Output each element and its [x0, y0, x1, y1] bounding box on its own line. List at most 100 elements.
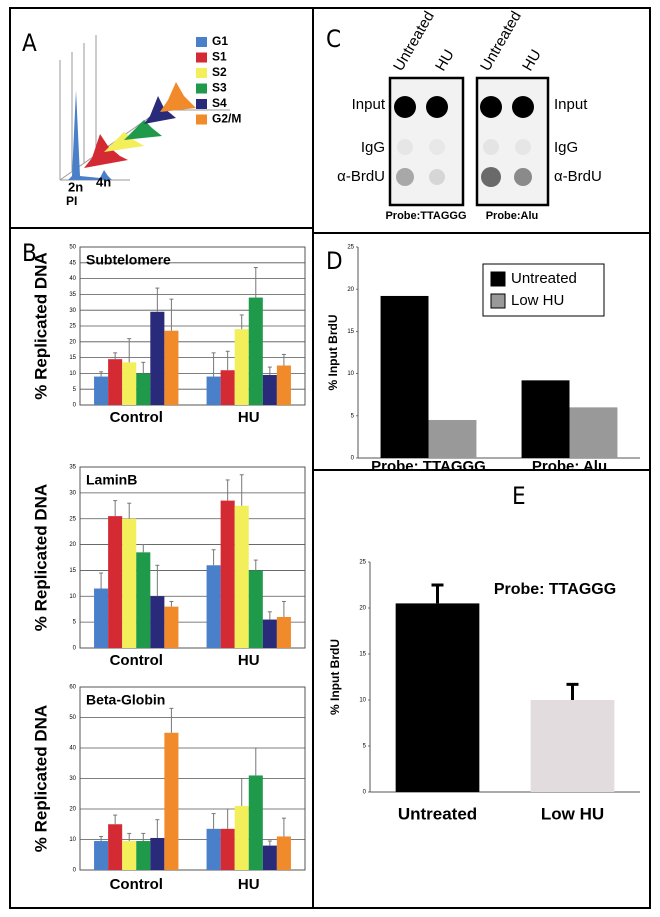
- plot-frame: [79, 246, 306, 406]
- column-label: Untreated: [477, 8, 525, 74]
- panel-label: E: [512, 482, 526, 510]
- bar: [206, 565, 221, 648]
- bar: [94, 841, 109, 870]
- bar: [122, 841, 137, 870]
- row-label: IgG: [554, 139, 578, 156]
- y-tick-label: 20: [69, 339, 76, 345]
- panel-label: A: [22, 29, 37, 57]
- bar: [234, 805, 249, 870]
- y-tick-label: 50: [69, 245, 76, 251]
- legend-label: S4: [212, 96, 227, 110]
- legend-swatch: [196, 99, 207, 109]
- y-tick-label: 0: [363, 790, 367, 796]
- bar: [94, 376, 109, 405]
- axis-label: 4n: [96, 174, 111, 189]
- legend-swatch: [490, 271, 506, 287]
- bar: [569, 407, 618, 458]
- y-tick-label: 20: [69, 807, 76, 813]
- probe-label: Probe:Alu: [486, 210, 539, 222]
- x-tick-label: Control: [110, 409, 163, 426]
- bar: [262, 619, 277, 648]
- y-tick-label: 35: [69, 292, 76, 298]
- y-tick-label: 35: [69, 465, 76, 471]
- y-tick-label: 25: [359, 560, 366, 566]
- bar: [108, 516, 123, 648]
- bar: [164, 606, 179, 648]
- bar: [428, 420, 477, 458]
- y-tick-label: 15: [69, 355, 76, 361]
- y-tick-label: 40: [69, 746, 76, 752]
- y-tick-label: 5: [73, 387, 77, 393]
- panel-label: D: [326, 247, 343, 275]
- legend-label: S1: [212, 50, 227, 64]
- row-label: Input: [554, 96, 588, 113]
- bar: [108, 359, 123, 405]
- y-tick-label: 10: [359, 698, 366, 704]
- x-tick-label: Control: [110, 652, 163, 669]
- y-tick-label: 30: [69, 776, 76, 782]
- y-tick-label: 0: [351, 456, 355, 462]
- legend-label: Untreated: [511, 270, 577, 287]
- y-tick-label: 25: [69, 324, 76, 330]
- bar: [206, 828, 221, 870]
- annotation: Probe: TTAGGG: [494, 581, 616, 598]
- legend-swatch: [196, 68, 207, 78]
- frame: [9, 7, 651, 909]
- bar: [164, 330, 179, 405]
- chart-title: Beta-Globin: [86, 692, 165, 708]
- legend-label: S2: [212, 65, 227, 79]
- bar: [234, 505, 249, 648]
- bar: [150, 311, 165, 405]
- axis-label: 2n: [68, 179, 83, 194]
- y-tick-label: 10: [69, 837, 76, 843]
- bar: [276, 836, 291, 870]
- y-axis-label: % Replicated DNA: [31, 705, 50, 852]
- legend-swatch: [196, 114, 207, 125]
- x-tick-label: HU: [238, 652, 260, 669]
- y-tick-label: 5: [73, 620, 77, 626]
- bar: [262, 845, 277, 870]
- plot-frame: [79, 466, 306, 649]
- bar: [206, 376, 221, 405]
- y-tick-label: 60: [69, 685, 76, 691]
- bar: [136, 552, 151, 648]
- column-label: Untreated: [390, 8, 438, 74]
- x-tick-label: Low HU: [541, 804, 604, 823]
- bar: [94, 588, 109, 648]
- y-tick-label: 10: [69, 371, 76, 377]
- bar: [234, 329, 249, 405]
- y-tick-label: 10: [347, 371, 354, 377]
- row-label: Input: [352, 96, 386, 113]
- bar: [136, 841, 151, 870]
- bar: [220, 370, 235, 405]
- legend-label: G1: [212, 34, 228, 48]
- bar: [248, 570, 263, 648]
- x-tick-label: HU: [238, 876, 260, 893]
- bar: [248, 297, 263, 405]
- y-tick-label: 10: [69, 594, 76, 600]
- bar: [248, 775, 263, 870]
- y-tick-label: 20: [347, 287, 354, 293]
- y-tick-label: 45: [69, 260, 76, 266]
- legend-swatch: [196, 37, 207, 47]
- y-axis-label: % Input BrdU: [328, 639, 342, 715]
- bar: [380, 295, 429, 458]
- x-tick-label: Probe: Alu: [532, 458, 607, 475]
- chart-title: Subtelomere: [86, 252, 171, 268]
- panel-label: B: [22, 239, 37, 267]
- probe-label: Probe:TTAGGG: [385, 210, 466, 222]
- y-axis-label: % Replicated DNA: [31, 252, 50, 399]
- y-tick-label: 25: [69, 516, 76, 522]
- y-tick-label: 15: [69, 568, 76, 574]
- x-tick-label: Control: [110, 876, 163, 893]
- y-tick-label: 15: [359, 652, 366, 658]
- bar: [521, 380, 570, 458]
- y-tick-label: 0: [73, 868, 77, 874]
- legend-swatch: [196, 83, 207, 94]
- bar: [136, 373, 151, 405]
- bar: [530, 700, 615, 792]
- y-axis-label: % Input BrdU: [326, 315, 340, 391]
- column-label: HU: [432, 47, 458, 74]
- bar: [122, 362, 137, 405]
